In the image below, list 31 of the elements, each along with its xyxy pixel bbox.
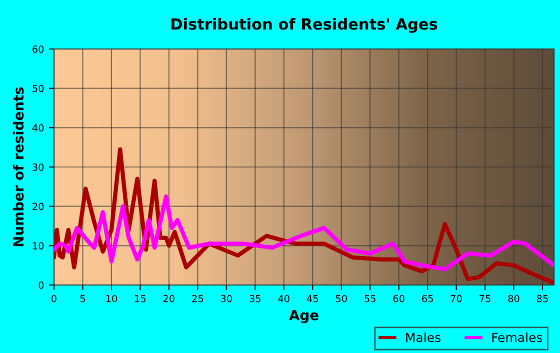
y-tick-label: 60 — [32, 45, 44, 53]
x-tick-label: 85 — [536, 294, 548, 302]
x-tick-label: 5 — [80, 295, 85, 302]
y-tick-label: 40 — [32, 124, 44, 132]
x-tick-label: 45 — [306, 295, 318, 302]
x-tick-label: 55 — [364, 295, 376, 302]
x-tick-label: 15 — [135, 295, 146, 302]
x-tick-label: 70 — [450, 294, 462, 302]
y-tick-label: 50 — [32, 84, 44, 92]
y-axis-title: Number of residents — [12, 87, 24, 246]
x-tick-label: 20 — [163, 294, 174, 302]
x-tick-label: 0 — [52, 294, 56, 302]
x-tick-label: 35 — [250, 294, 260, 302]
x-axis-title: Age — [289, 310, 318, 324]
x-tick-label: 60 — [393, 294, 404, 302]
line-series — [54, 194, 554, 272]
y-tick-label: 20 — [32, 202, 44, 210]
x-tick-label: 75 — [480, 295, 490, 302]
legend-label: Males — [406, 332, 440, 342]
x-tick-label: 80 — [508, 294, 520, 302]
x-tick-label: 50 — [336, 294, 347, 302]
x-tick-label: 30 — [220, 294, 232, 302]
y-tick-label: 0 — [38, 281, 44, 289]
y-tick-label: 30 — [32, 163, 44, 171]
x-tick-label: 10 — [106, 294, 118, 302]
x-tick-label: 65 — [422, 294, 433, 302]
legend-label: Females — [492, 332, 542, 342]
chart-title: Distribution of Residents' Ages — [171, 18, 438, 33]
x-tick-label: 25 — [192, 294, 204, 302]
y-tick-label: 10 — [32, 242, 44, 250]
x-tick-label: 40 — [278, 294, 290, 302]
